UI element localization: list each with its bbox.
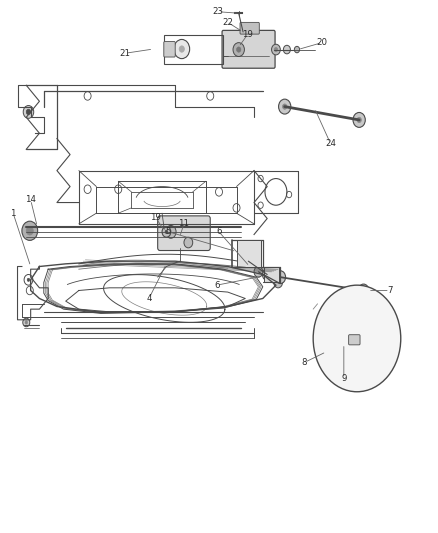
Text: 14: 14 xyxy=(25,196,36,204)
Circle shape xyxy=(27,278,30,281)
FancyBboxPatch shape xyxy=(158,216,210,251)
FancyBboxPatch shape xyxy=(237,240,261,266)
Circle shape xyxy=(358,284,369,297)
Circle shape xyxy=(294,46,300,53)
FancyBboxPatch shape xyxy=(164,42,175,57)
Circle shape xyxy=(184,237,193,248)
Text: 19: 19 xyxy=(242,30,253,39)
Text: 24: 24 xyxy=(325,140,336,148)
Circle shape xyxy=(279,99,291,114)
FancyBboxPatch shape xyxy=(264,266,279,282)
Circle shape xyxy=(22,221,38,240)
Text: 8: 8 xyxy=(302,358,307,367)
Circle shape xyxy=(23,106,34,118)
Circle shape xyxy=(174,39,190,59)
Text: 6: 6 xyxy=(214,281,219,289)
FancyBboxPatch shape xyxy=(349,335,360,345)
Text: 6: 6 xyxy=(216,228,222,236)
Circle shape xyxy=(272,44,280,55)
Circle shape xyxy=(334,332,345,344)
FancyBboxPatch shape xyxy=(240,22,259,34)
Text: 22: 22 xyxy=(222,18,233,27)
Circle shape xyxy=(179,46,184,52)
Text: 7: 7 xyxy=(387,286,392,295)
Text: 11: 11 xyxy=(178,220,190,228)
Circle shape xyxy=(283,104,287,109)
Circle shape xyxy=(166,225,176,238)
Circle shape xyxy=(313,285,401,392)
Text: 20: 20 xyxy=(316,38,328,47)
Circle shape xyxy=(165,230,168,233)
FancyBboxPatch shape xyxy=(222,30,275,68)
Circle shape xyxy=(26,227,33,235)
Circle shape xyxy=(162,227,171,237)
Text: 9: 9 xyxy=(341,374,346,383)
Circle shape xyxy=(274,47,278,52)
Text: 5: 5 xyxy=(166,228,171,236)
Circle shape xyxy=(237,47,241,52)
Text: 23: 23 xyxy=(212,7,224,16)
Circle shape xyxy=(275,271,286,284)
Circle shape xyxy=(23,318,30,327)
Circle shape xyxy=(26,109,31,115)
Circle shape xyxy=(283,45,290,54)
Text: 21: 21 xyxy=(119,49,131,58)
Circle shape xyxy=(357,336,366,347)
Text: 1: 1 xyxy=(11,209,16,217)
Circle shape xyxy=(274,277,283,288)
Circle shape xyxy=(244,255,253,267)
Circle shape xyxy=(262,269,272,280)
Text: 4: 4 xyxy=(146,294,152,303)
Circle shape xyxy=(25,321,28,324)
Circle shape xyxy=(254,266,263,277)
Circle shape xyxy=(353,112,365,127)
Circle shape xyxy=(233,43,244,56)
Circle shape xyxy=(357,117,361,123)
Text: 19: 19 xyxy=(150,213,161,222)
